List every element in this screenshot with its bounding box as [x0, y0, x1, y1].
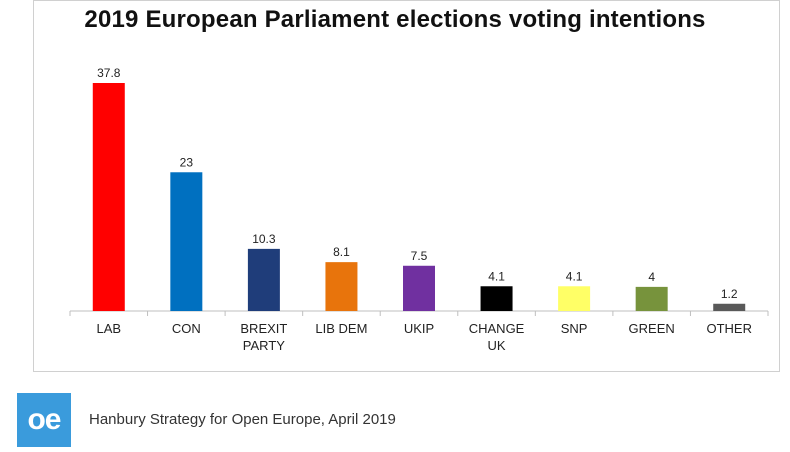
category-label-line: LAB — [96, 321, 121, 336]
category-label-line: UKIP — [404, 321, 434, 336]
category-label-line: CON — [172, 321, 201, 336]
data-label-lib-dem: 8.1 — [333, 245, 350, 259]
open-europe-logo: oe — [17, 393, 71, 447]
data-label-snp: 4.1 — [566, 269, 583, 283]
category-label-other: OTHER — [706, 321, 752, 336]
category-label-line: GREEN — [629, 321, 675, 336]
category-label-ukip: UKIP — [404, 321, 434, 336]
bar-other — [713, 303, 746, 311]
category-label-con: CON — [172, 321, 201, 336]
category-label-line: OTHER — [706, 321, 752, 336]
category-label-line: CHANGE — [469, 321, 525, 336]
category-label-lab: LAB — [96, 321, 121, 336]
source-note: Hanbury Strategy for Open Europe, April … — [89, 411, 396, 428]
category-label-brexit-party: BREXIT PARTY — [240, 321, 287, 353]
category-label-line: PARTY — [243, 338, 285, 353]
bar-lab — [92, 83, 125, 311]
bar-con — [170, 172, 203, 311]
bar-green — [635, 286, 668, 311]
category-label-snp: SNP — [561, 321, 588, 336]
data-label-green: 4 — [648, 270, 655, 284]
category-label-lib-dem: LIB DEM — [315, 321, 367, 336]
data-label-change-uk: 4.1 — [488, 269, 505, 283]
bar-ukip — [403, 265, 435, 311]
data-label-ukip: 7.5 — [411, 249, 428, 263]
bar-chart: 37.8 LAB 23 CON 10.3 BREXIT PARTY 8.1 LIB DEM 7.5… — [69, 66, 769, 353]
bar-lib-dem — [325, 262, 358, 311]
category-label-line: SNP — [561, 321, 588, 336]
category-label-green: GREEN — [629, 321, 675, 336]
category-label-line: BREXIT — [240, 321, 287, 336]
data-label-other: 1.2 — [721, 287, 738, 301]
category-label-line: LIB DEM — [315, 321, 367, 336]
data-label-lab: 37.8 — [97, 66, 121, 80]
category-label-change-uk: CHANGE UK — [469, 321, 525, 353]
bar-change-uk — [480, 286, 513, 311]
data-label-brexit-party: 10.3 — [252, 232, 276, 246]
data-label-con: 23 — [180, 155, 194, 169]
bar-snp — [558, 286, 591, 311]
category-label-line: UK — [488, 338, 506, 353]
bar-brexit-party — [247, 248, 280, 311]
chart-title: 2019 European Parliament elections votin… — [84, 6, 706, 33]
